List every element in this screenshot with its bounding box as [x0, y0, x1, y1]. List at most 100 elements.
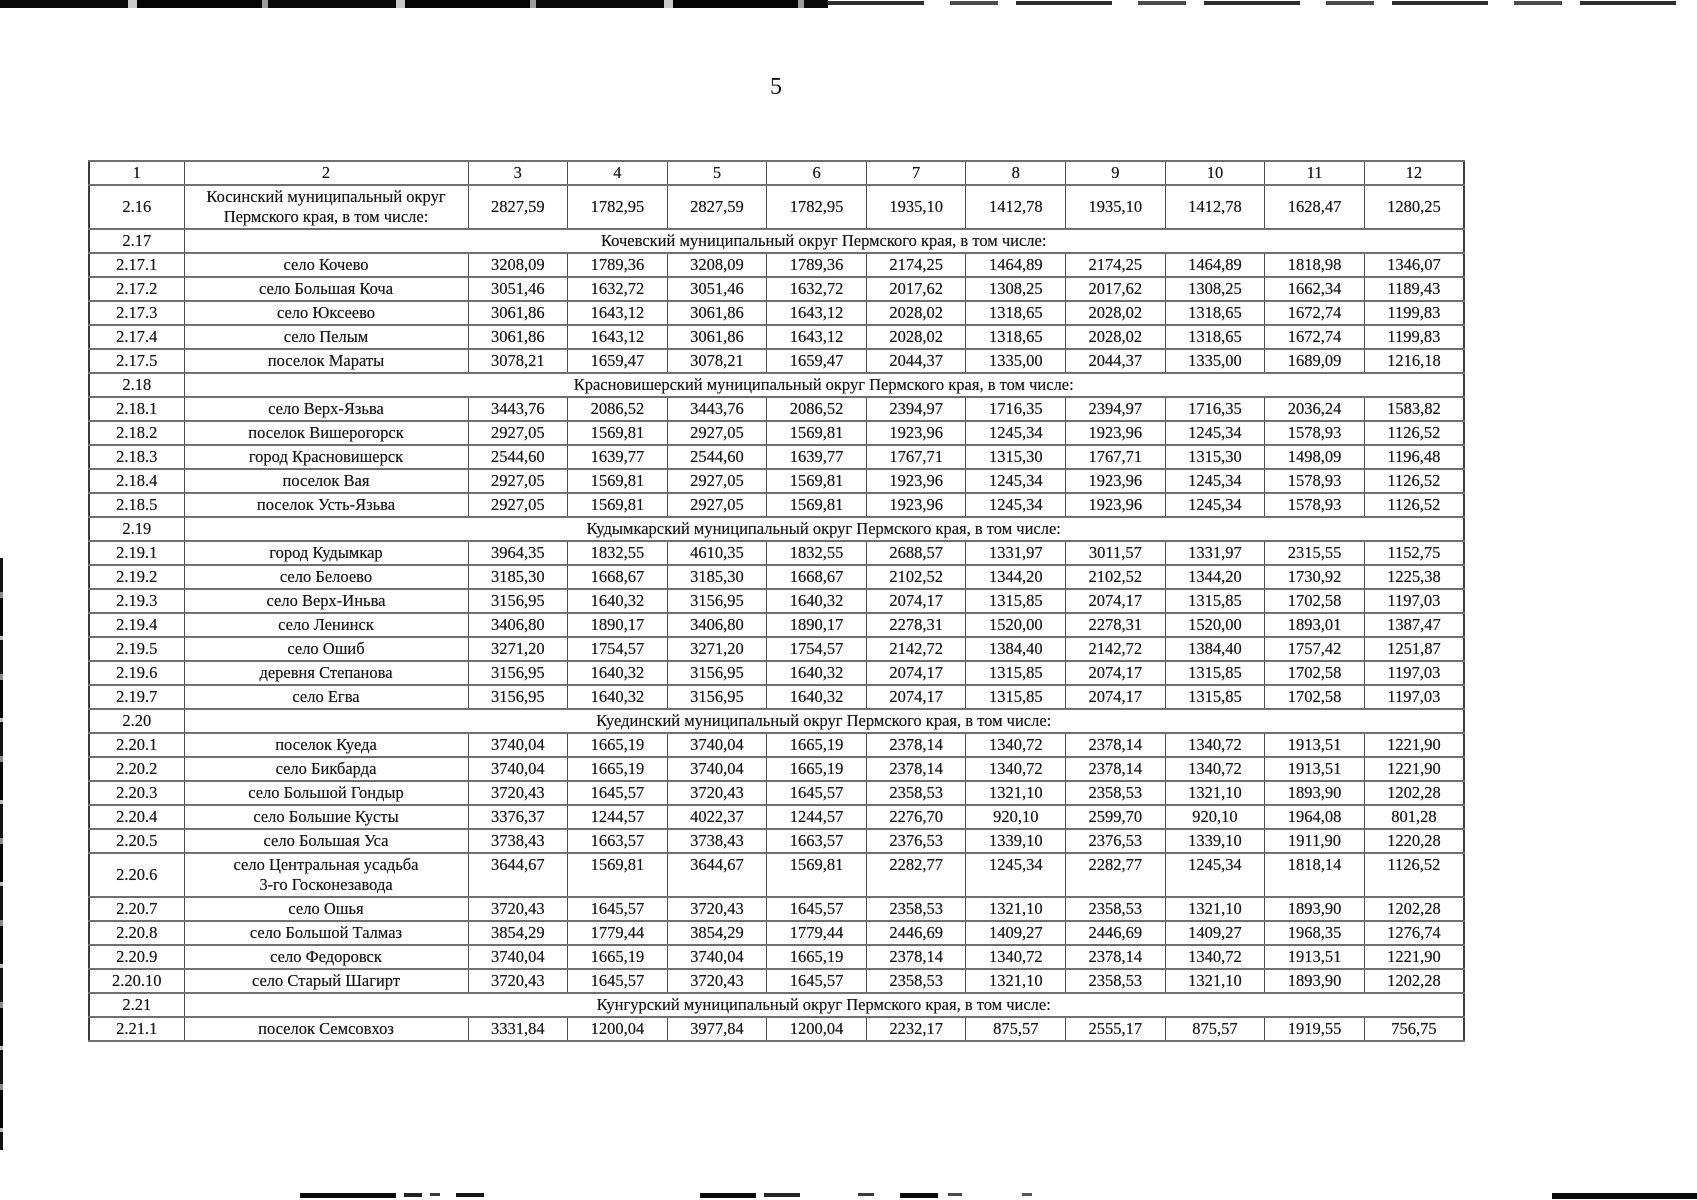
value-cell: 2358,53 — [865, 896, 967, 922]
table-row: 2.16 Косинский муниципальный округ Пермск… — [88, 184, 1465, 230]
column-header: 6 — [766, 160, 867, 186]
value-cell: 1569,81 — [766, 492, 867, 518]
value-cell: 875,57 — [965, 1016, 1067, 1042]
name-cell: поселок Куеда — [183, 732, 469, 758]
column-header: 8 — [965, 160, 1067, 186]
value-cell: 3964,35 — [467, 540, 569, 566]
name-cell: село Бикбарда — [183, 756, 469, 782]
value-cell: 1221,90 — [1363, 732, 1465, 758]
name-cell: село Юксеево — [183, 300, 469, 326]
value-cell: 3185,30 — [467, 564, 569, 590]
value-cell: 2376,53 — [865, 828, 967, 854]
value-cell: 2927,05 — [666, 492, 768, 518]
row-number-cell: 2.20 — [88, 708, 185, 734]
value-cell: 1935,10 — [1065, 184, 1166, 230]
table-row: 2.19.5 село Ошиб 3271,20 1754,57 3271,20 1754… — [88, 636, 1465, 662]
value-cell: 3061,86 — [467, 324, 569, 350]
value-cell: 1308,25 — [965, 276, 1067, 302]
value-cell: 1782,95 — [766, 184, 867, 230]
value-cell: 1919,55 — [1264, 1016, 1365, 1042]
row-number-cell: 2.16 — [88, 184, 185, 230]
value-cell: 2074,17 — [1065, 684, 1166, 710]
value-cell: 1702,58 — [1264, 660, 1365, 686]
section-row: 2.19 Кудымкарский муниципальный округ Пер… — [88, 516, 1465, 542]
value-cell: 1321,10 — [1164, 780, 1266, 806]
value-cell: 4022,37 — [666, 804, 768, 830]
value-cell: 2036,24 — [1264, 396, 1365, 422]
value-cell: 3078,21 — [467, 348, 569, 374]
value-cell: 2376,53 — [1065, 828, 1166, 854]
row-number-cell: 2.19.4 — [88, 612, 185, 638]
value-cell: 2142,72 — [1065, 636, 1166, 662]
value-cell: 1668,67 — [766, 564, 867, 590]
value-cell: 2028,02 — [1065, 300, 1166, 326]
value-cell: 3720,43 — [467, 780, 569, 806]
table-header: 1 2 3 4 5 6 7 8 9 10 11 12 — [88, 160, 1465, 186]
value-cell: 3720,43 — [666, 968, 768, 994]
value-cell: 1639,77 — [766, 444, 867, 470]
value-cell: 2028,02 — [865, 324, 967, 350]
value-cell: 2276,70 — [865, 804, 967, 830]
value-cell: 2378,14 — [1065, 944, 1166, 970]
value-cell: 1923,96 — [1065, 468, 1166, 494]
value-cell: 2927,05 — [467, 492, 569, 518]
value-cell: 1583,82 — [1363, 396, 1465, 422]
value-cell: 2044,37 — [1065, 348, 1166, 374]
value-cell: 1384,40 — [1164, 636, 1266, 662]
value-cell: 1245,34 — [1164, 468, 1266, 494]
scan-dash — [430, 1193, 440, 1196]
table-row: 2.20.1 поселок Куеда 3740,04 1665,19 3740,04… — [88, 732, 1465, 758]
value-cell: 2278,31 — [865, 612, 967, 638]
value-cell: 1832,55 — [567, 540, 668, 566]
name-cell: город Красновишерск — [183, 444, 469, 470]
table-row: 2.18.2 поселок Вишерогорск 2927,05 1569,81 2… — [88, 420, 1465, 446]
scan-dash — [900, 1193, 938, 1198]
value-cell: 3156,95 — [666, 684, 768, 710]
value-cell: 1196,48 — [1363, 444, 1465, 470]
value-cell: 1340,72 — [965, 732, 1067, 758]
value-cell: 1890,17 — [766, 612, 867, 638]
row-number-cell: 2.17.2 — [88, 276, 185, 302]
name-cell: село Пелым — [183, 324, 469, 350]
value-cell: 2378,14 — [865, 732, 967, 758]
table-row: 2.18.4 поселок Вая 2927,05 1569,81 2927,05 15… — [88, 468, 1465, 494]
value-cell: 3720,43 — [666, 896, 768, 922]
value-cell: 1643,12 — [567, 324, 668, 350]
section-title-cell: Кочевский муниципальный округ Пермского … — [183, 228, 1465, 254]
value-cell: 2544,60 — [666, 444, 768, 470]
name-cell: село Верх-Язьва — [183, 396, 469, 422]
column-numbers-row: 1 2 3 4 5 6 7 8 9 10 11 12 — [88, 160, 1465, 186]
value-cell: 4610,35 — [666, 540, 768, 566]
row-number-cell: 2.20.10 — [88, 968, 185, 994]
value-cell: 3078,21 — [666, 348, 768, 374]
value-cell: 3156,95 — [467, 588, 569, 614]
value-cell: 1245,34 — [965, 492, 1067, 518]
value-cell: 1225,38 — [1363, 564, 1465, 590]
name-cell: село Старый Шагирт — [183, 968, 469, 994]
value-cell: 2017,62 — [865, 276, 967, 302]
row-number-cell: 2.17.5 — [88, 348, 185, 374]
name-cell: село Большая Коча — [183, 276, 469, 302]
value-cell: 1520,00 — [1164, 612, 1266, 638]
row-number-cell: 2.20.5 — [88, 828, 185, 854]
value-cell: 3720,43 — [467, 968, 569, 994]
value-cell: 1344,20 — [1164, 564, 1266, 590]
value-cell: 3406,80 — [666, 612, 768, 638]
value-cell: 2086,52 — [567, 396, 668, 422]
value-cell: 2394,97 — [865, 396, 967, 422]
name-cell: деревня Степанова — [183, 660, 469, 686]
value-cell: 1200,04 — [766, 1016, 867, 1042]
value-cell: 1245,34 — [965, 468, 1067, 494]
value-cell: 1643,12 — [766, 300, 867, 326]
value-cell: 1663,57 — [567, 828, 668, 854]
value-cell: 2102,52 — [865, 564, 967, 590]
table-row: 2.20.8 село Большой Талмаз 3854,29 1779,44 3… — [88, 920, 1465, 946]
row-number-cell: 2.19.1 — [88, 540, 185, 566]
table-row: 2.20.4 село Большие Кусты 3376,37 1244,57 40… — [88, 804, 1465, 830]
value-cell: 2599,70 — [1065, 804, 1166, 830]
value-cell: 1665,19 — [567, 732, 668, 758]
value-cell: 1318,65 — [965, 324, 1067, 350]
value-cell: 1789,36 — [567, 252, 668, 278]
value-cell: 1890,17 — [567, 612, 668, 638]
name-cell: село Белоево — [183, 564, 469, 590]
